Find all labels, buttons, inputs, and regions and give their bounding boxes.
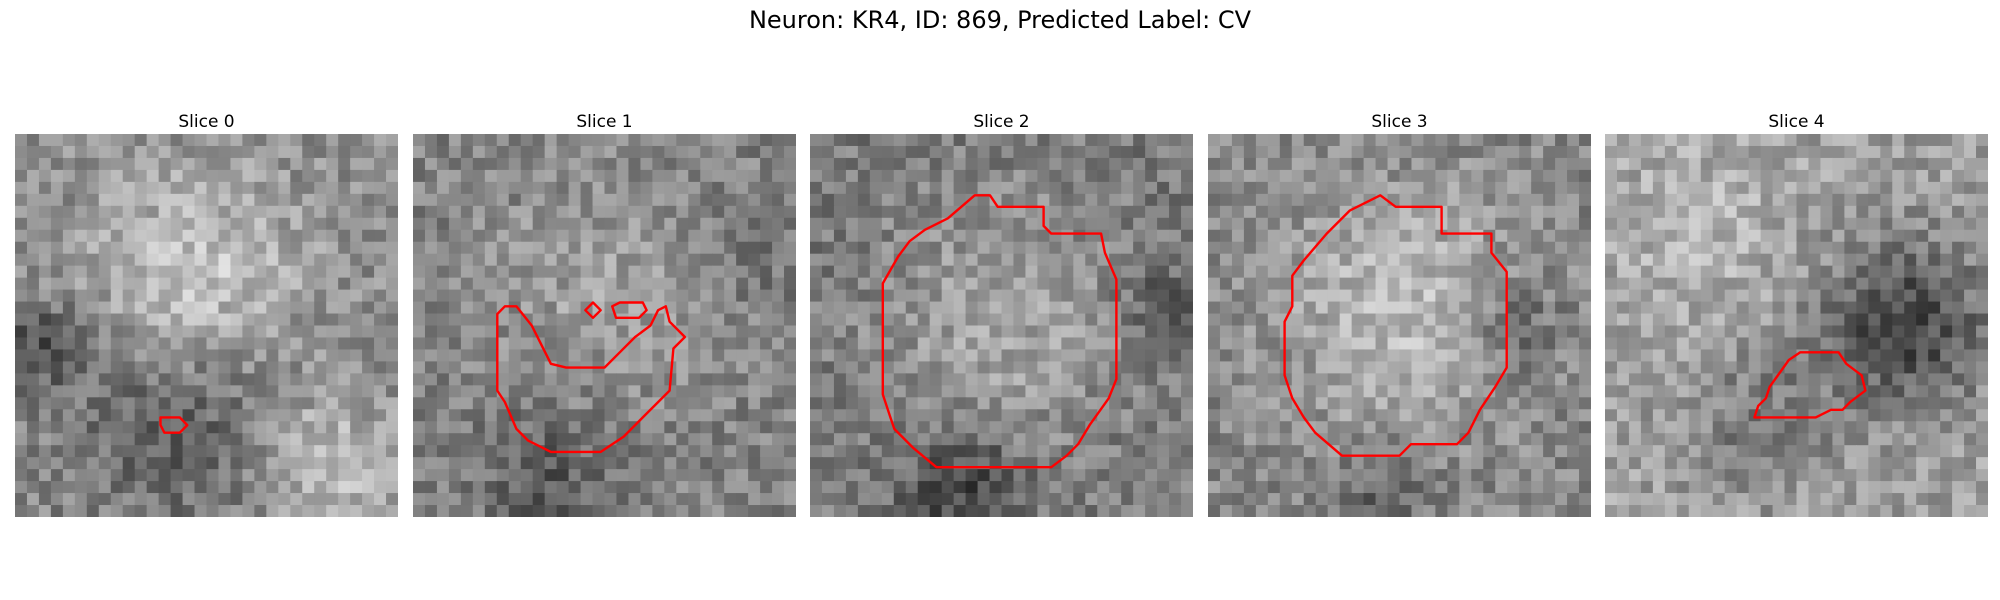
slice-image <box>1605 134 1988 517</box>
slice-panel-4: Slice 4 <box>1605 110 1988 517</box>
segmentation-contour-extra <box>610 301 648 320</box>
segmentation-contour <box>159 416 189 434</box>
segmentation-contour <box>1283 194 1508 457</box>
slice-svg <box>15 134 398 517</box>
slice-title: Slice 2 <box>973 112 1030 132</box>
slice-image <box>15 134 398 517</box>
slice-panel-3: Slice 3 <box>1208 110 1591 517</box>
slice-svg <box>1605 134 1988 517</box>
figure-title: Neuron: KR4, ID: 869, Predicted Label: C… <box>748 6 1252 34</box>
slice-image <box>1208 134 1591 517</box>
slice-panel-0: Slice 0 <box>15 110 398 517</box>
segmentation-contour-extra <box>584 301 602 320</box>
segmentation-contour <box>496 305 687 454</box>
slice-title: Slice 4 <box>1768 112 1825 132</box>
slice-svg <box>810 134 1193 517</box>
slice-title: Slice 0 <box>178 112 235 132</box>
slice-title: Slice 1 <box>576 112 633 132</box>
slice-panel-1: Slice 1 <box>413 110 796 517</box>
segmentation-contour <box>881 194 1118 469</box>
slice-svg <box>413 134 796 517</box>
slice-image <box>810 134 1193 517</box>
slice-image <box>413 134 796 517</box>
slice-title: Slice 3 <box>1371 112 1428 132</box>
segmentation-contour <box>1753 351 1867 419</box>
slice-svg <box>1208 134 1591 517</box>
slice-panel-2: Slice 2 <box>810 110 1193 517</box>
